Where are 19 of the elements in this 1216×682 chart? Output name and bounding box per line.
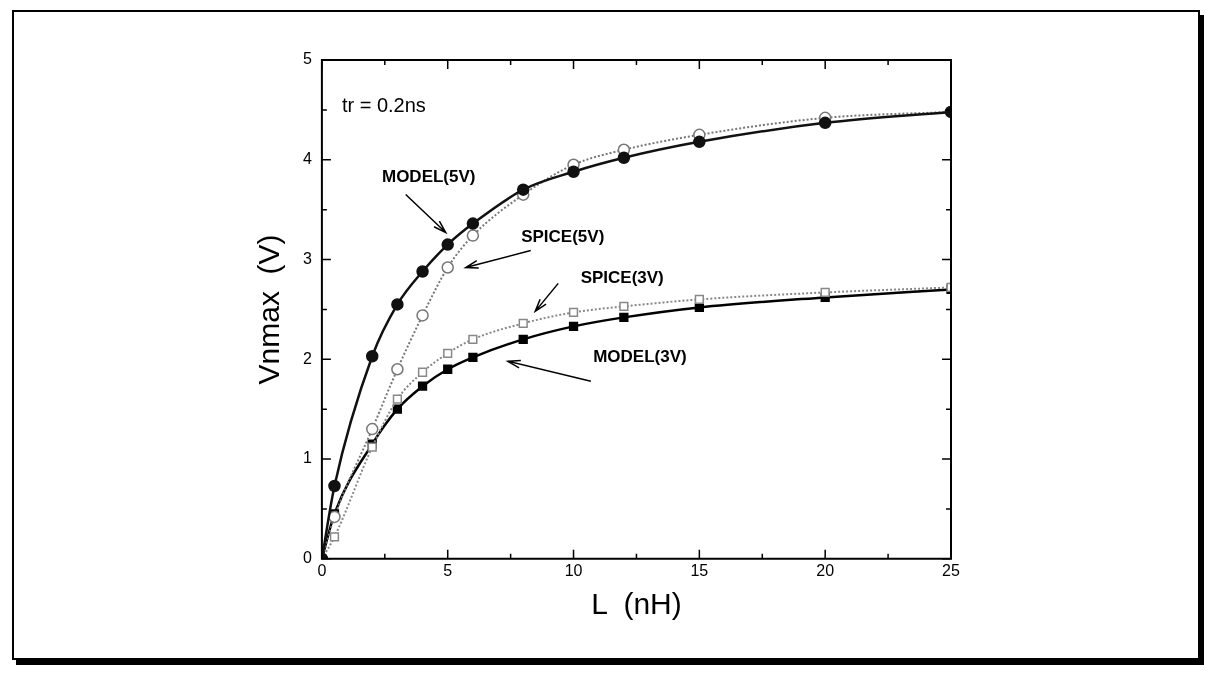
series-label: SPICE(3V) [580,268,664,288]
x-tick-label: 10 [564,561,583,579]
series-label: SPICE(5V) [521,227,605,247]
x-axis-title: L (nH) [591,587,682,621]
x-tick-label: 0 [317,561,327,579]
y-tick-label: 5 [302,50,312,68]
series-label: MODEL(5V) [381,167,476,187]
y-tick-label: 2 [302,349,312,367]
x-tick-label: 20 [816,561,835,579]
y-tick-label: 0 [302,549,312,567]
x-tick-label: 25 [942,561,960,579]
y-tick-label: 3 [302,249,312,267]
x-tick-label: 15 [690,561,709,579]
annotation: tr = 0.2ns [341,93,426,116]
y-tick-label: 4 [302,150,312,168]
y-tick-label: 1 [302,449,312,467]
x-tick-label: 5 [443,561,453,579]
y-axis-title: Vnmax (V) [252,234,286,385]
series-label: MODEL(3V) [593,346,687,366]
